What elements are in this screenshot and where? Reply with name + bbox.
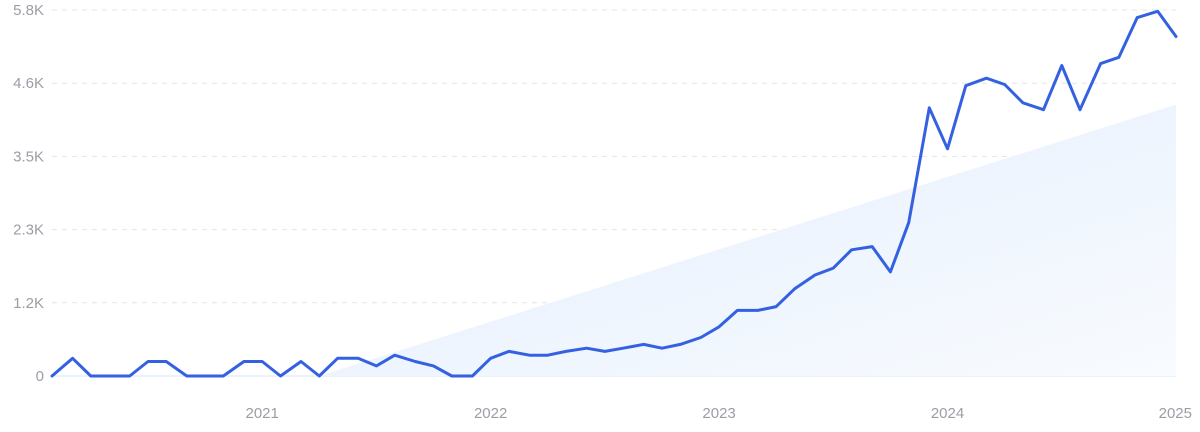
trend-area bbox=[319, 104, 1176, 376]
y-tick-label-4: 4.6K bbox=[13, 75, 44, 92]
x-tick-label-2023: 2023 bbox=[702, 405, 735, 422]
x-tick-label-2021: 2021 bbox=[245, 405, 278, 422]
y-tick-label-3: 3.5K bbox=[13, 148, 44, 165]
x-tick-label-2024: 2024 bbox=[931, 405, 964, 422]
y-tick-label-1: 1.2K bbox=[13, 295, 44, 312]
trend-area-shape bbox=[319, 104, 1176, 376]
x-tick-label-2025: 2025 bbox=[1159, 405, 1192, 422]
series-line bbox=[50, 9, 1178, 378]
x-axis-labels: 2021 2022 2023 2024 2025 bbox=[245, 405, 1192, 422]
series-line-path-0 bbox=[50, 9, 1178, 378]
y-axis-labels: 0 1.2K 2.3K 3.5K 4.6K 5.8K bbox=[13, 2, 44, 385]
y-tick-label-0: 0 bbox=[36, 368, 44, 385]
y-tick-label-2: 2.3K bbox=[13, 222, 44, 239]
x-tick-label-2022: 2022 bbox=[474, 405, 507, 422]
y-tick-label-5: 5.8K bbox=[13, 2, 44, 19]
